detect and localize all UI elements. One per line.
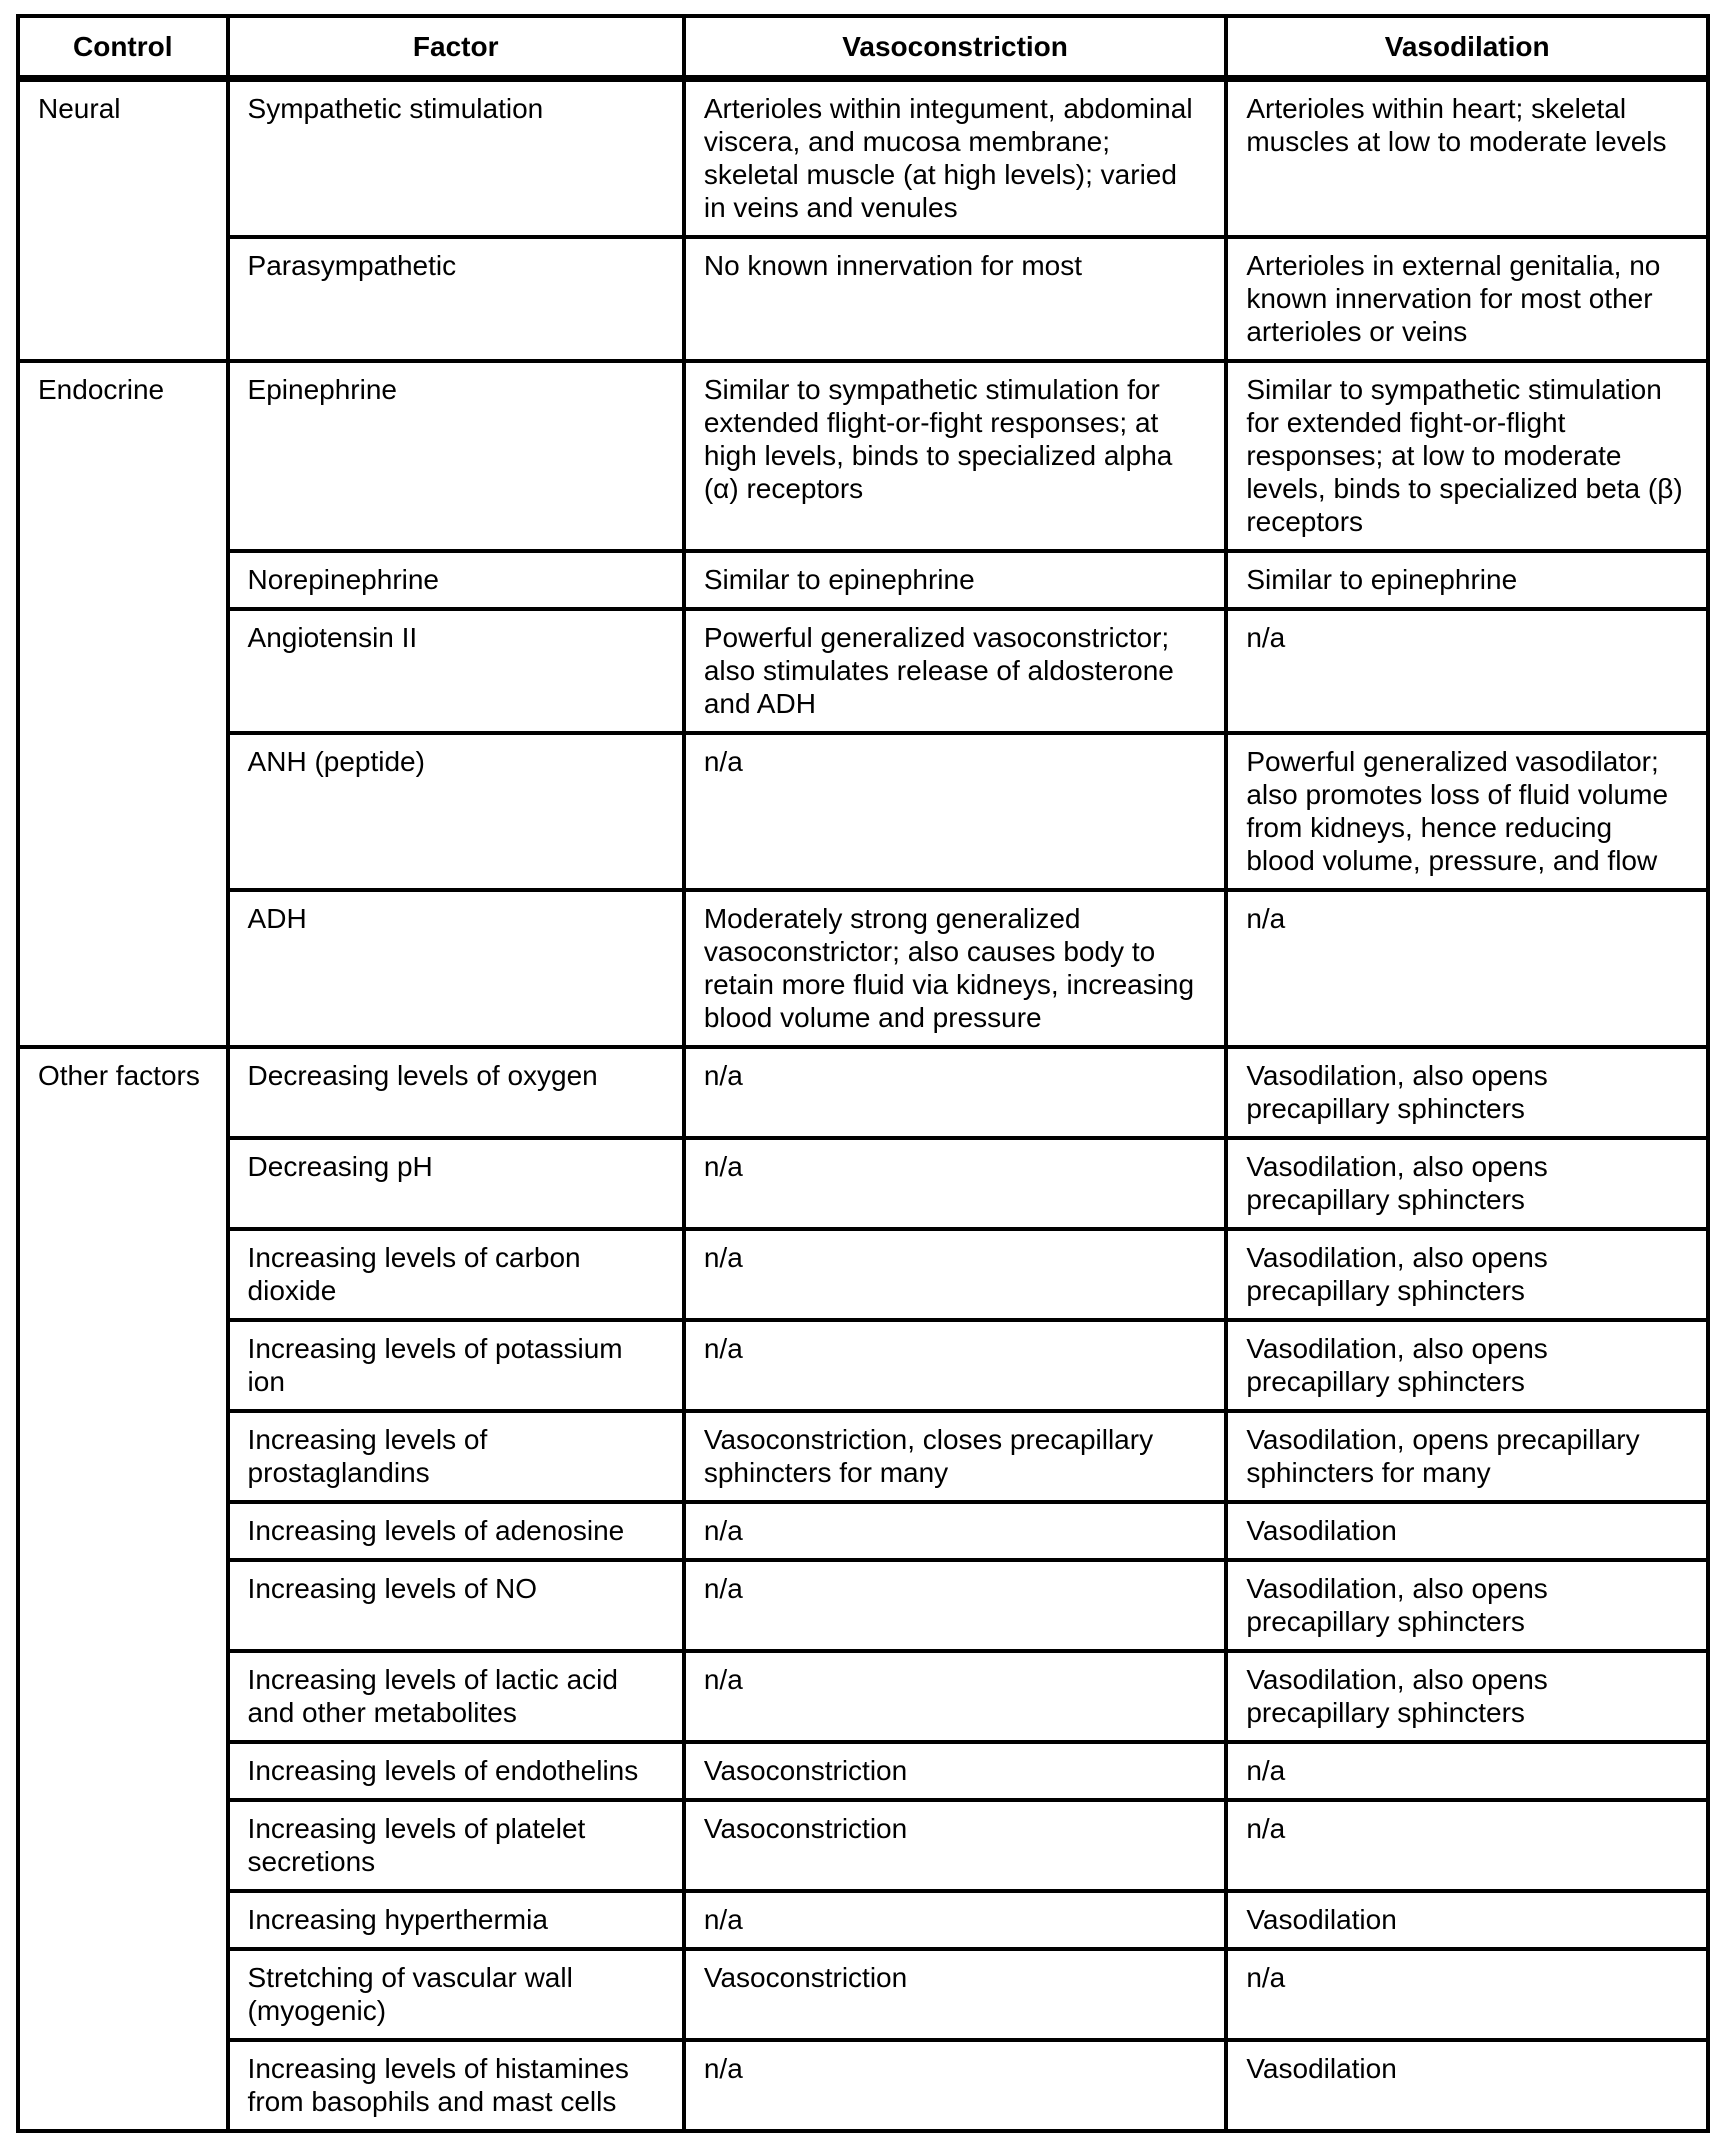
factor-cell: Increasing levels of adenosine (225, 1500, 686, 1562)
vasoconstriction-cell: n/a (681, 1045, 1229, 1140)
vasoconstriction-cell: Vasoconstriction (681, 1740, 1229, 1802)
header-factor: Factor (225, 14, 686, 82)
vasoconstriction-cell: n/a (681, 1558, 1229, 1653)
vasodilation-cell: Vasodilation, also opens precapillary sp… (1224, 1227, 1710, 1322)
table-row: Stretching of vascular wall (myogenic) Va… (18, 1947, 1710, 2042)
header-vasodilation: Vasodilation (1224, 14, 1710, 82)
vasoconstriction-cell: n/a (681, 1889, 1229, 1951)
factor-cell: Increasing levels of NO (225, 1558, 686, 1653)
vasodilation-cell: Vasodilation, opens precapillary sphinct… (1224, 1409, 1710, 1504)
table-row: Increasing levels of histamines from bas… (18, 2038, 1710, 2133)
table-row: Increasing levels of NO n/a Vasodilation, … (18, 1558, 1710, 1653)
vasoconstriction-cell: n/a (681, 1227, 1229, 1322)
vasodilation-cell: Vasodilation, also opens precapillary sp… (1224, 1649, 1710, 1744)
vasoconstriction-cell: Vasoconstriction (681, 1947, 1229, 2042)
vasodilation-cell: Powerful generalized vasodilator; also p… (1224, 731, 1710, 892)
vasodilation-cell: Vasodilation, also opens precapillary sp… (1224, 1318, 1710, 1413)
control-group-cell: Other factors (16, 1045, 230, 2133)
vasodilation-cell: n/a (1224, 1798, 1710, 1893)
table-row: Increasing hyperthermia n/a Vasodilation (18, 1889, 1710, 1951)
vasodilation-cell: Vasodilation, also opens precapillary sp… (1224, 1136, 1710, 1231)
table-header-row: Control Factor Vasoconstriction Vasodila… (16, 14, 1710, 82)
vasodilation-cell: Vasodilation, also opens precapillary sp… (1224, 1045, 1710, 1140)
table-row: ANH (peptide) n/a Powerful generalized vas… (18, 731, 1710, 892)
table-body: Neural Sympathetic stimulation Arterioles … (16, 76, 1710, 2133)
table-row: ADH Moderately strong generalized vasocon… (18, 888, 1710, 1049)
factor-cell: Increasing levels of prostaglandins (225, 1409, 686, 1504)
vasoconstriction-cell: n/a (681, 731, 1229, 892)
factor-cell: Increasing hyperthermia (225, 1889, 686, 1951)
factor-cell: Increasing levels of potassium ion (225, 1318, 686, 1413)
table-row: Increasing levels of platelet secretions… (18, 1798, 1710, 1893)
factor-cell: Stretching of vascular wall (myogenic) (225, 1947, 686, 2042)
table-row: Increasing levels of carbon dioxide n/a Va… (18, 1227, 1710, 1322)
vasoconstriction-cell: Similar to epinephrine (681, 549, 1229, 611)
factor-cell: Epinephrine (225, 359, 686, 553)
factor-cell: Increasing levels of endothelins (225, 1740, 686, 1802)
vasodilation-cell: n/a (1224, 1947, 1710, 2042)
vasodilation-cell: Arterioles within heart; skeletal muscle… (1224, 76, 1710, 239)
vascular-factors-table: Control Factor Vasoconstriction Vasodila… (16, 14, 1710, 2133)
factor-cell: Angiotensin II (225, 607, 686, 735)
vasoconstriction-cell: Arterioles within integument, abdominal … (681, 76, 1229, 239)
vasoconstriction-cell: n/a (681, 1136, 1229, 1231)
vasoconstriction-cell: Vasoconstriction (681, 1798, 1229, 1893)
vasodilation-cell: Vasodilation (1224, 2038, 1710, 2133)
vasodilation-cell: Similar to epinephrine (1224, 549, 1710, 611)
table-row: Other factors Decreasing levels of oxygen… (16, 1045, 1710, 2133)
vasoconstriction-cell: No known innervation for most (681, 235, 1229, 363)
vasoconstriction-cell: n/a (681, 1500, 1229, 1562)
vasodilation-cell: Vasodilation, also opens precapillary sp… (1224, 1558, 1710, 1653)
table-row: Norepinephrine Similar to epinephrine Simi… (18, 549, 1710, 611)
factor-cell: ADH (225, 888, 686, 1049)
table-row: Neural Sympathetic stimulation Arterioles … (16, 76, 1710, 363)
table-row: Decreasing pH n/a Vasodilation, also opens… (18, 1136, 1710, 1231)
table-row: Increasing levels of lactic acid and oth… (18, 1649, 1710, 1744)
header-vasoconstriction: Vasoconstriction (681, 14, 1229, 82)
vasodilation-cell: Vasodilation (1224, 1500, 1710, 1562)
vasodilation-cell: Arterioles in external genitalia, no kno… (1224, 235, 1710, 363)
vasoconstriction-cell: n/a (681, 1318, 1229, 1413)
factor-cell: Sympathetic stimulation (225, 76, 686, 239)
table-row: Angiotensin II Powerful generalized vasoc… (18, 607, 1710, 735)
vasodilation-cell: Vasodilation (1224, 1889, 1710, 1951)
factor-cell: Decreasing levels of oxygen (225, 1045, 686, 1140)
vasoconstriction-cell: Similar to sympathetic stimulation for e… (681, 359, 1229, 553)
vasoconstriction-cell: n/a (681, 1649, 1229, 1744)
factor-cell: Increasing levels of lactic acid and oth… (225, 1649, 686, 1744)
table-row: Endocrine Epinephrine Similar to sympathet… (16, 359, 1710, 1049)
table-row: Increasing levels of endothelins Vasocons… (18, 1740, 1710, 1802)
vasodilation-cell: n/a (1224, 1740, 1710, 1802)
control-group-cell: Endocrine (16, 359, 230, 1049)
table-row: Increasing levels of potassium ion n/a Vas… (18, 1318, 1710, 1413)
vasodilation-cell: n/a (1224, 888, 1710, 1049)
factor-cell: ANH (peptide) (225, 731, 686, 892)
vasoconstriction-cell: Vasoconstriction, closes precapillary sp… (681, 1409, 1229, 1504)
table-row: Parasympathetic No known innervation for … (18, 235, 1710, 363)
table-row: Increasing levels of prostaglandins Vasoc… (18, 1409, 1710, 1504)
factor-cell: Increasing levels of platelet secretions (225, 1798, 686, 1893)
vasoconstriction-cell: Moderately strong generalized vasoconstr… (681, 888, 1229, 1049)
vasoconstriction-cell: Powerful generalized vasoconstrictor; al… (681, 607, 1229, 735)
factor-cell: Parasympathetic (225, 235, 686, 363)
header-control: Control (16, 14, 230, 82)
factor-cell: Increasing levels of carbon dioxide (225, 1227, 686, 1322)
table-row: Increasing levels of adenosine n/a Vasodil… (18, 1500, 1710, 1562)
factor-cell: Decreasing pH (225, 1136, 686, 1231)
vasodilation-cell: n/a (1224, 607, 1710, 735)
control-group-cell: Neural (16, 76, 230, 363)
factor-cell: Norepinephrine (225, 549, 686, 611)
vasodilation-cell: Similar to sympathetic stimulation for e… (1224, 359, 1710, 553)
vasoconstriction-cell: n/a (681, 2038, 1229, 2133)
factor-cell: Increasing levels of histamines from bas… (225, 2038, 686, 2133)
